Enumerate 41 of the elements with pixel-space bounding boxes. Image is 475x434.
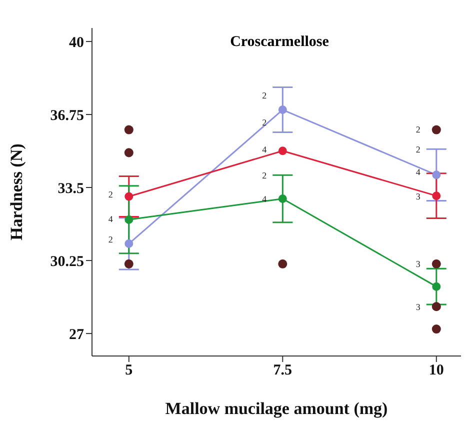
y-tick-label: 30.25 [50,254,84,270]
y-tick-label: 33.5 [58,180,84,197]
chart-title: Croscarmellose [229,34,330,51]
x-tick-label: 10 [428,362,444,379]
point [432,192,441,200]
x-tick-label: 5 [125,362,133,379]
annotation: 3 [416,192,421,202]
point [278,106,287,114]
point [124,192,134,201]
annotation: 4 [262,144,268,155]
point [278,259,288,268]
annotation: 4 [416,166,421,177]
annotation: 2 [108,189,113,200]
point [278,146,287,156]
point [124,148,134,158]
point [432,125,441,134]
annotation: 3 [416,259,421,270]
annotation: 3 [416,302,421,312]
y-tick-label: 27 [69,326,84,343]
point [432,302,441,312]
point [432,324,441,334]
annotation: 2 [262,90,267,101]
point [124,125,134,134]
point [432,259,441,268]
y-tick-label: 40 [69,34,84,51]
point [278,194,287,203]
annotation: 2 [262,170,267,180]
y-axis-title: Hardness (N) [7,144,26,240]
x-axis-title: Mallow mucilage amount (mg) [165,399,388,418]
annotation: 2 [416,144,420,155]
point [432,282,441,291]
x-tick-label: 7.5 [273,362,292,379]
annotation: 2 [416,124,420,134]
annotation: 2 [262,118,267,128]
point [124,215,134,224]
point [124,259,134,268]
y-tick-label: 36.75 [50,108,84,124]
annotation: 2 [108,234,113,244]
point [124,239,134,248]
annotation: 4 [108,214,114,224]
point [432,170,441,180]
